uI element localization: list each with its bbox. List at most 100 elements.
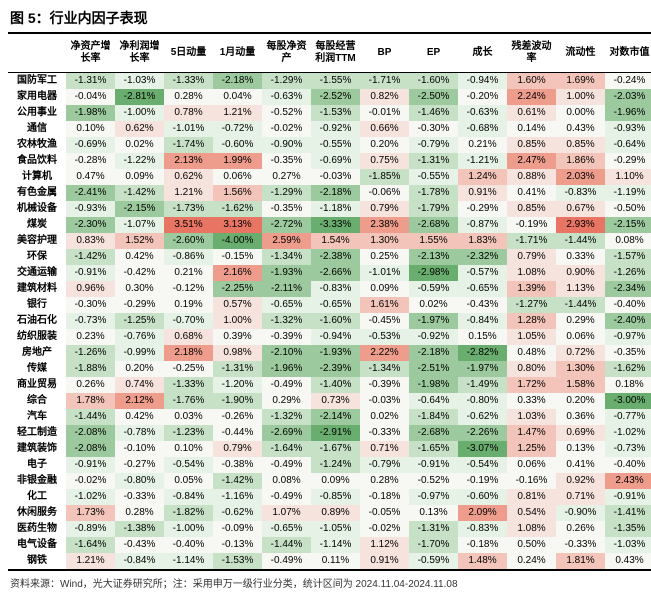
cell: -0.42% <box>115 265 164 281</box>
col-header: 每股经营利润TTM <box>311 33 360 73</box>
cell: 0.54% <box>507 505 556 521</box>
cell: -2.82% <box>458 345 507 361</box>
cell: -2.13% <box>409 249 458 265</box>
cell: -0.97% <box>409 489 458 505</box>
cell: -0.30% <box>409 121 458 137</box>
cell: -1.16% <box>213 489 262 505</box>
cell: 1.13% <box>556 281 605 297</box>
cell: -0.83% <box>311 281 360 297</box>
cell: -1.32% <box>262 313 311 329</box>
cell: -1.85% <box>360 169 409 185</box>
cell: -0.40% <box>605 297 651 313</box>
cell: -1.34% <box>262 249 311 265</box>
cell: 1.30% <box>556 361 605 377</box>
cell: -1.44% <box>66 409 115 425</box>
cell: 0.09% <box>311 473 360 489</box>
cell: -1.32% <box>262 409 311 425</box>
cell: 0.03% <box>164 409 213 425</box>
cell: 1.52% <box>115 233 164 249</box>
cell: 0.92% <box>556 473 605 489</box>
cell: -0.53% <box>360 329 409 345</box>
cell: 0.21% <box>458 137 507 153</box>
cell: 2.43% <box>605 473 651 489</box>
table-row: 休闲服务1.73%0.28%-1.82%-0.62%1.07%0.89%-0.0… <box>8 505 651 521</box>
cell: -0.50% <box>605 201 651 217</box>
table-row: 商业贸易0.26%0.74%-1.33%-1.20%-0.49%-1.40%-0… <box>8 377 651 393</box>
table-row: 交通运输-0.91%-0.42%0.21%2.16%-1.93%-2.66%-1… <box>8 265 651 281</box>
cell: -0.39% <box>360 377 409 393</box>
cell: 0.62% <box>164 169 213 185</box>
cell: -0.60% <box>458 489 507 505</box>
cell: 0.05% <box>164 473 213 489</box>
cell: -0.26% <box>213 409 262 425</box>
cell: -1.27% <box>507 297 556 313</box>
cell: 0.39% <box>213 329 262 345</box>
row-label: 建筑材料 <box>8 281 66 297</box>
cell: -0.73% <box>66 313 115 329</box>
table-row: 机械设备-0.93%-2.15%-1.73%-1.62%-0.35%-1.18%… <box>8 201 651 217</box>
cell: -2.81% <box>115 89 164 105</box>
cell: -0.65% <box>262 521 311 537</box>
cell: -0.18% <box>458 537 507 553</box>
cell: 0.83% <box>66 233 115 249</box>
cell: 0.43% <box>605 553 651 570</box>
cell: -1.82% <box>164 505 213 521</box>
cell: -1.25% <box>115 313 164 329</box>
cell: -4.00% <box>213 233 262 249</box>
cell: -0.84% <box>164 489 213 505</box>
cell: -1.31% <box>409 521 458 537</box>
row-label: 国防军工 <box>8 73 66 90</box>
cell: -2.98% <box>409 265 458 281</box>
cell: -2.50% <box>409 89 458 105</box>
cell: -2.66% <box>311 265 360 281</box>
cell: 0.02% <box>115 137 164 153</box>
cell: 0.79% <box>213 441 262 457</box>
cell: 1.78% <box>66 393 115 409</box>
table-row: 房地产-1.26%-0.99%2.18%0.98%-2.10%-1.93%2.2… <box>8 345 651 361</box>
cell: 2.16% <box>213 265 262 281</box>
cell: -2.30% <box>66 217 115 233</box>
cell: -1.31% <box>409 153 458 169</box>
col-header: 对数市值 <box>605 33 651 73</box>
cell: -1.26% <box>66 345 115 361</box>
row-label: 石油石化 <box>8 313 66 329</box>
cell: 0.50% <box>507 537 556 553</box>
cell: -0.01% <box>360 105 409 121</box>
row-label: 非银金融 <box>8 473 66 489</box>
cell: -3.07% <box>458 441 507 457</box>
table-row: 有色金属-2.41%-1.42%1.21%1.56%-1.29%-2.18%-0… <box>8 185 651 201</box>
cell: -0.19% <box>458 473 507 489</box>
cell: -1.71% <box>507 233 556 249</box>
cell: 1.03% <box>507 409 556 425</box>
cell: -1.84% <box>409 409 458 425</box>
cell: -0.15% <box>213 249 262 265</box>
cell: -2.18% <box>213 73 262 90</box>
cell: 3.51% <box>164 217 213 233</box>
cell: -1.34% <box>360 361 409 377</box>
cell: -2.91% <box>311 425 360 441</box>
cell: -0.28% <box>66 153 115 169</box>
cell: -0.29% <box>605 153 651 169</box>
cell: 0.72% <box>556 345 605 361</box>
cell: -0.33% <box>556 537 605 553</box>
cell: -0.03% <box>311 169 360 185</box>
cell: -0.68% <box>458 121 507 137</box>
cell: 2.13% <box>164 153 213 169</box>
cell: 0.14% <box>507 121 556 137</box>
cell: -0.02% <box>360 521 409 537</box>
cell: -0.63% <box>458 105 507 121</box>
cell: 1.25% <box>507 441 556 457</box>
cell: -0.35% <box>262 201 311 217</box>
cell: 0.41% <box>507 185 556 201</box>
row-label: 汽车 <box>8 409 66 425</box>
cell: 1.73% <box>66 505 115 521</box>
cell: -0.12% <box>164 281 213 297</box>
cell: 0.48% <box>507 345 556 361</box>
table-row: 非银金融-0.02%-0.80%0.05%-1.42%0.08%0.09%0.2… <box>8 473 651 489</box>
cell: -0.63% <box>262 89 311 105</box>
cell: -0.02% <box>66 473 115 489</box>
col-header: EP <box>409 33 458 73</box>
cell: -0.80% <box>458 393 507 409</box>
cell: 1.55% <box>409 233 458 249</box>
cell: 0.28% <box>164 89 213 105</box>
